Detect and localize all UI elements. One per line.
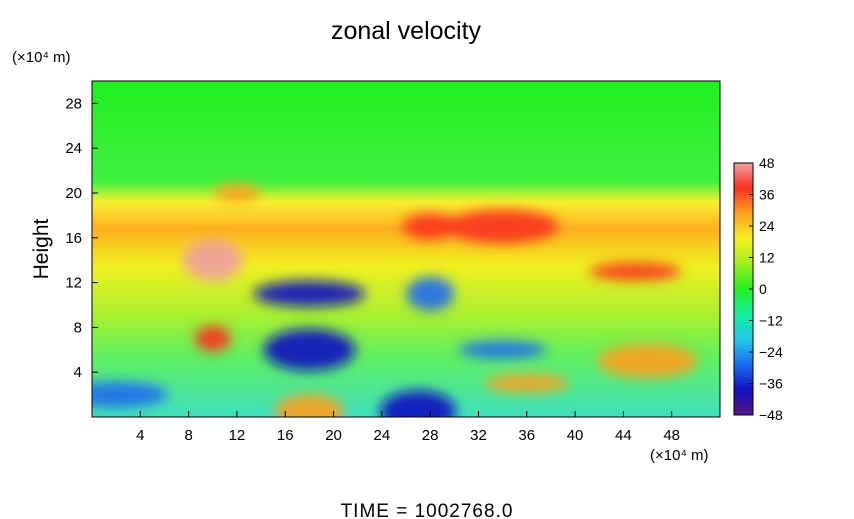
heatmap-cell [263, 328, 356, 371]
x-tick-label: 16 [277, 427, 294, 444]
y-axis-unit: (×10⁴ m) [12, 49, 71, 66]
heatmap-cell [402, 213, 459, 240]
x-tick-label: 40 [567, 427, 584, 444]
colorbar-tick-label: −48 [759, 407, 783, 423]
colorbar-tick-label: 12 [759, 250, 775, 266]
colorbar-tick-label: −24 [759, 344, 783, 360]
x-tick-label: 28 [422, 427, 439, 444]
heatmap-plot-area [92, 81, 720, 417]
heatmap-cell [406, 276, 455, 311]
x-tick-label: 36 [518, 427, 535, 444]
x-tick-label: 4 [136, 427, 144, 444]
colorbar-tick-label: 48 [759, 155, 775, 171]
y-tick-label: 28 [65, 95, 82, 112]
y-axis-label: Height [30, 218, 53, 279]
y-tick-label: 24 [65, 140, 82, 157]
x-tick-label: 32 [470, 427, 487, 444]
colorbar-tick-label: −36 [759, 376, 783, 392]
x-axis-unit: (×10⁴ m) [650, 447, 709, 464]
x-tick-label: 24 [374, 427, 391, 444]
x-tick-label: 44 [615, 427, 632, 444]
heatmap-cell [589, 262, 682, 281]
colorbar-tick-label: 24 [759, 218, 775, 234]
time-label: TIME = 1002768.0 [341, 501, 514, 519]
colorbar-tick-label: −12 [759, 313, 783, 329]
y-tick-label: 16 [65, 230, 82, 247]
plot-frame [91, 80, 721, 418]
x-tick-label: 8 [184, 427, 192, 444]
y-tick-label: 12 [65, 275, 82, 292]
x-tick-label: 12 [229, 427, 246, 444]
heatmap-cell [212, 184, 261, 202]
colorbar-tick-label: 36 [759, 187, 775, 203]
heatmap-cell [458, 340, 547, 359]
heatmap-cell [275, 394, 344, 417]
colorbar-tick-label: 0 [759, 281, 767, 297]
x-tick-label: 48 [663, 427, 680, 444]
heatmap-cell [182, 239, 243, 282]
heatmap-cell [194, 325, 231, 352]
heatmap-cell [446, 209, 559, 244]
heatmap-cell [92, 381, 169, 408]
heatmap-cell [484, 374, 569, 393]
y-tick-label: 8 [74, 319, 82, 336]
y-tick-label: 4 [74, 364, 82, 381]
x-tick-label: 20 [325, 427, 342, 444]
y-tick-label: 20 [65, 185, 82, 202]
heatmap-cell [380, 390, 457, 417]
chart-title: zonal velocity [331, 17, 482, 45]
heatmap-cell [253, 280, 366, 307]
heatmap-cell [597, 344, 698, 378]
